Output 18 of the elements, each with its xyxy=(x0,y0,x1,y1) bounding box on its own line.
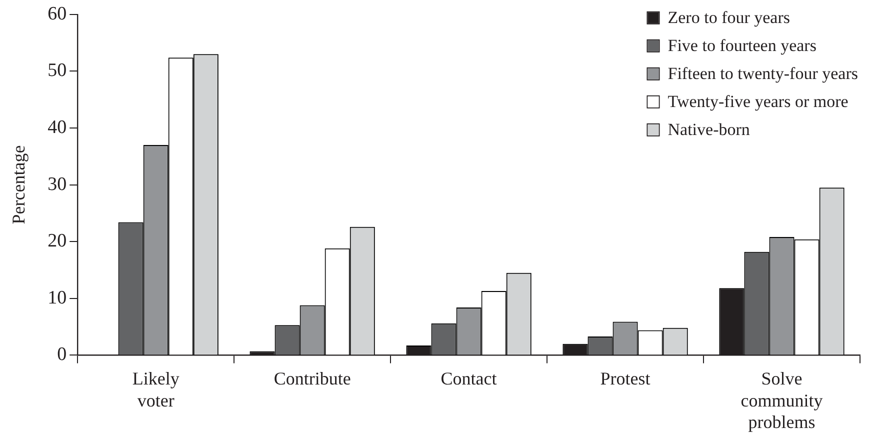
x-tick-label: Solve community problems xyxy=(740,368,823,432)
legend-label: Five to fourteen years xyxy=(668,36,816,55)
legend-label: Zero to four years xyxy=(668,8,790,27)
legend-label: Native-born xyxy=(668,120,750,139)
x-tick-label: Likely voter xyxy=(132,368,180,410)
x-tick-label: Contribute xyxy=(274,368,351,389)
y-tick-label: 20 xyxy=(48,230,67,252)
y-tick-label: 40 xyxy=(48,116,67,138)
y-tick-label: 10 xyxy=(48,287,67,308)
legend-label: Fifteen to twenty-four years xyxy=(668,64,858,83)
y-tick-label: 30 xyxy=(48,174,67,195)
x-tick-label: Protest xyxy=(600,368,650,389)
y-axis-title: Percentage xyxy=(8,145,29,224)
y-tick-label: 60 xyxy=(48,3,67,24)
y-tick-label: 0 xyxy=(57,344,67,366)
y-tick-label: 50 xyxy=(48,60,67,82)
legend-label: Twenty-five years or more xyxy=(668,92,848,111)
x-tick-label: Contact xyxy=(440,368,497,389)
